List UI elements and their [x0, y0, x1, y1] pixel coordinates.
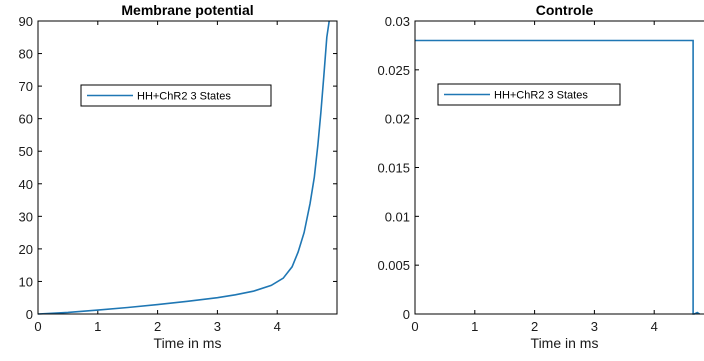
- x-axis-label: Time in ms: [531, 335, 599, 351]
- x-tick-label: 1: [471, 319, 478, 334]
- y-tick-label: 10: [19, 274, 33, 289]
- x-tick-label: 2: [154, 319, 161, 334]
- legend-entry-label: HH+ChR2 3 States: [494, 90, 588, 102]
- chart-title: Controle: [536, 2, 594, 18]
- x-tick-label: 0: [34, 319, 41, 334]
- y-tick-label: 60: [19, 112, 33, 127]
- series-line: [37, 20, 330, 315]
- legend-entry-label: HH+ChR2 3 States: [137, 91, 231, 103]
- membrane-potential-chart: Membrane potential 0 1 2 3 40102030405060708…: [19, 2, 338, 351]
- y-tick-label: 0.025: [377, 63, 410, 78]
- axes-frame: [414, 20, 704, 315]
- legend-box: [80, 84, 272, 107]
- y-tick-label: 0.01: [385, 209, 410, 224]
- x-tick-label: 1: [94, 319, 101, 334]
- legend-box: [437, 83, 621, 106]
- y-tick-label: 0.03: [385, 14, 410, 29]
- controle-chart: Controle 01234500.0050.010.0150.020.0250…: [377, 2, 704, 351]
- x-axis-label: Time in ms: [154, 335, 222, 351]
- y-tick-label: 90: [19, 14, 33, 29]
- x-tick-label: 0: [411, 319, 418, 334]
- y-tick-label: 50: [19, 144, 33, 159]
- y-tick-label: 70: [19, 79, 33, 94]
- legend: HH+ChR2 3 States: [437, 83, 621, 106]
- y-tick-label: 80: [19, 47, 33, 62]
- y-tick-label: 0.005: [377, 258, 410, 273]
- y-tick-label: 0: [26, 307, 33, 322]
- x-tick-label: 2: [531, 319, 538, 334]
- y-tick-label: 0: [403, 307, 410, 322]
- chart-title: Membrane potential: [121, 2, 253, 18]
- y-tick-label: 30: [19, 209, 33, 224]
- series-group: [37, 20, 330, 315]
- x-tick-label: 4: [274, 319, 281, 334]
- y-tick-label: 0.015: [377, 161, 410, 176]
- x-tick-label: 3: [591, 319, 598, 334]
- x-tick-label: 3: [214, 319, 221, 334]
- axes-frame: [37, 20, 338, 315]
- x-tick-label: 4: [651, 319, 658, 334]
- y-tick-label: 20: [19, 242, 33, 257]
- plot-area: [38, 21, 337, 314]
- legend: HH+ChR2 3 States: [80, 84, 272, 107]
- plot-area: [415, 21, 704, 314]
- y-tick-label: 0.02: [385, 112, 410, 127]
- y-tick-label: 40: [19, 177, 33, 192]
